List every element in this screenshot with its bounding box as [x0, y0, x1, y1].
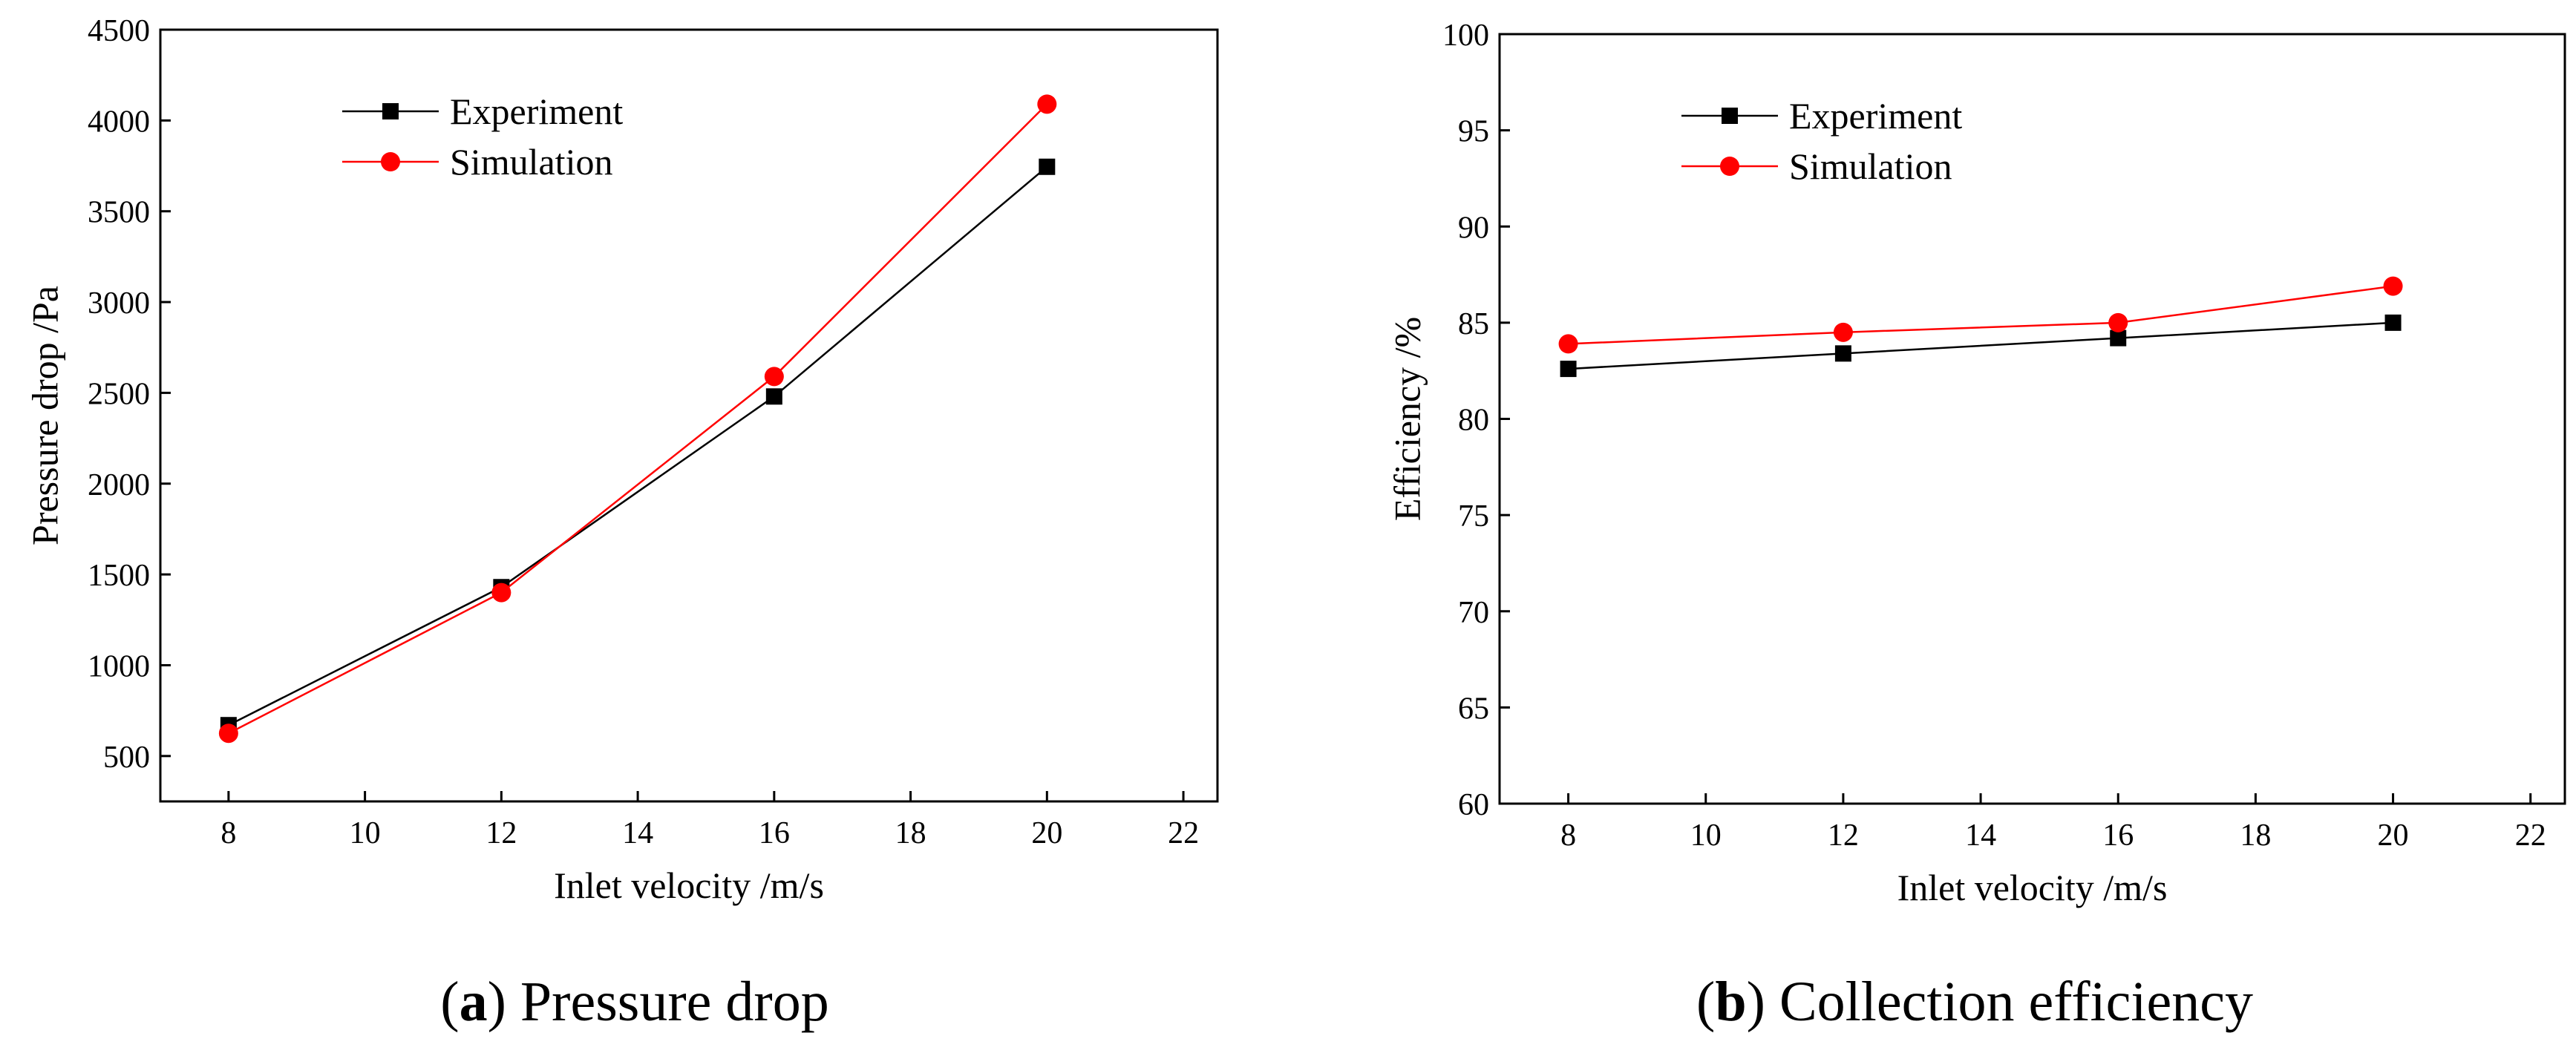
chart-b-caption-title: Collection efficiency [1779, 971, 2253, 1033]
chart-a-plot-frame [159, 28, 1219, 803]
chart-b-x-tick-label-18: 18 [2240, 818, 2271, 853]
chart-b-simulation-point-20 [2383, 276, 2403, 296]
chart-a-x-tick-label-12: 12 [486, 816, 517, 850]
chart-b-simulation-point-16 [2108, 312, 2128, 332]
chart-a-y-tick-label-2000: 2000 [88, 468, 150, 502]
chart-b-y-tick-label-85: 85 [1458, 307, 1489, 341]
chart-a-legend-item-experiment: Experiment [342, 91, 623, 132]
chart-b-y-tick-label-70: 70 [1458, 596, 1489, 630]
chart-a-y-tick-label-500: 500 [103, 741, 150, 775]
chart-b-y-tick-label-65: 65 [1458, 692, 1489, 726]
chart-b-x-tick-label-8: 8 [1560, 818, 1576, 853]
chart-a-x-axis: 8 10 12 14 16 18 20 22 [220, 791, 1199, 850]
chart-b-y-tick-label-60: 60 [1458, 788, 1489, 822]
chart-b-legend-marker-simulation [1720, 157, 1739, 176]
chart-b-caption: (b) Collection efficiency [1696, 971, 2253, 1033]
chart-a-y-tick-label-1500: 1500 [88, 559, 150, 593]
chart-b-simulation-line [1568, 285, 2393, 345]
chart-b-x-axis-title: Inlet velocity /m/s [1897, 867, 2168, 908]
chart-a-pressure-drop: 500 1000 1500 2000 2500 3000 3500 4000 4500 8 10 1… [24, 14, 1219, 1033]
chart-a-caption: (a) Pressure drop [440, 971, 828, 1033]
chart-b-legend-label-experiment: Experiment [1789, 95, 1962, 137]
chart-b-legend-item-experiment: Experiment [1681, 95, 1962, 137]
chart-a-legend: Experiment Simulation [342, 91, 623, 183]
chart-a-x-tick-label-20: 20 [1031, 816, 1062, 850]
chart-a-x-tick-label-8: 8 [220, 816, 236, 850]
chart-a-caption-title: Pressure drop [520, 971, 829, 1033]
chart-a-legend-marker-simulation [381, 152, 400, 171]
chart-b-experiment-point-16 [2110, 329, 2127, 347]
chart-a-experiment-point-16 [765, 388, 782, 405]
chart-a-y-tick-label-4000: 4000 [88, 105, 150, 139]
chart-a-x-tick-label-10: 10 [350, 816, 381, 850]
chart-a-y-tick-label-2500: 2500 [88, 377, 150, 411]
chart-a-simulation-point-12 [491, 583, 511, 603]
chart-a-experiment-line [228, 165, 1048, 726]
chart-a-y-tick-label-3500: 3500 [88, 196, 150, 230]
chart-b-simulation-point-8 [1558, 334, 1578, 354]
chart-b-x-tick-label-20: 20 [2378, 818, 2409, 853]
chart-a-experiment-point-20 [1039, 158, 1056, 175]
chart-b-y-axis-title: Efficiency /% [1387, 317, 1428, 521]
chart-a-y-tick-label-3000: 3000 [88, 286, 150, 321]
chart-b-legend: Experiment Simulation [1681, 95, 1962, 187]
chart-a-caption-letter: a [460, 971, 488, 1033]
chart-b-collection-efficiency: 60 65 70 75 80 85 90 95 100 8 10 12 14 16 18 20 22 Expe… [1387, 19, 2566, 1033]
chart-a-x-tick-label-14: 14 [622, 816, 653, 850]
chart-b-experiment-point-8 [1560, 361, 1577, 378]
chart-b-x-tick-label-22: 22 [2515, 818, 2546, 853]
chart-b-experiment-point-12 [1834, 345, 1851, 362]
chart-a-simulation-point-8 [218, 723, 238, 744]
chart-b-legend-label-simulation: Simulation [1789, 145, 1952, 187]
chart-b-y-tick-label-80: 80 [1458, 404, 1489, 438]
chart-a-x-axis-title: Inlet velocity /m/s [554, 864, 824, 906]
chart-b-y-tick-label-100: 100 [1442, 19, 1489, 53]
chart-a-legend-label-simulation: Simulation [450, 141, 612, 183]
chart-b-simulation-point-12 [1833, 322, 1853, 342]
chart-b-experiment-line [1568, 321, 2393, 370]
chart-b-series-layer [1558, 276, 2403, 378]
chart-a-legend-item-simulation: Simulation [342, 141, 612, 183]
chart-a-x-tick-label-18: 18 [895, 816, 926, 850]
chart-b-x-tick-label-10: 10 [1690, 818, 1722, 853]
chart-b-x-tick-label-14: 14 [1965, 818, 1996, 853]
chart-a-x-tick-label-16: 16 [759, 816, 790, 850]
chart-a-legend-label-experiment: Experiment [450, 91, 623, 132]
chart-b-y-tick-label-75: 75 [1458, 499, 1489, 534]
chart-a-simulation-line [228, 103, 1048, 735]
chart-b-x-tick-label-12: 12 [1828, 818, 1859, 853]
chart-a-x-tick-label-22: 22 [1168, 816, 1199, 850]
chart-b-x-tick-label-16: 16 [2102, 818, 2134, 853]
chart-a-y-axis: 500 1000 1500 2000 2500 3000 3500 4000 4500 [88, 14, 171, 775]
chart-b-y-axis: 60 65 70 75 80 85 90 95 100 [1442, 19, 1510, 822]
chart-a-y-tick-label-1000: 1000 [88, 649, 150, 683]
chart-a-y-axis-title: Pressure drop /Pa [24, 286, 66, 545]
chart-b-legend-marker-experiment [1722, 108, 1738, 124]
chart-a-simulation-point-20 [1037, 94, 1057, 114]
chart-a-legend-marker-experiment [382, 103, 399, 119]
chart-a-y-tick-label-4500: 4500 [88, 14, 150, 48]
chart-a-simulation-point-16 [764, 367, 784, 387]
chart-b-y-tick-label-90: 90 [1458, 211, 1489, 245]
chart-b-experiment-point-20 [2384, 314, 2402, 331]
chart-b-caption-letter: b [1715, 971, 1746, 1033]
chart-b-legend-item-simulation: Simulation [1681, 145, 1952, 187]
chart-a-series-layer [218, 94, 1057, 744]
chart-b-x-axis: 8 10 12 14 16 18 20 22 [1560, 793, 2546, 853]
chart-b-y-tick-label-95: 95 [1458, 115, 1489, 149]
